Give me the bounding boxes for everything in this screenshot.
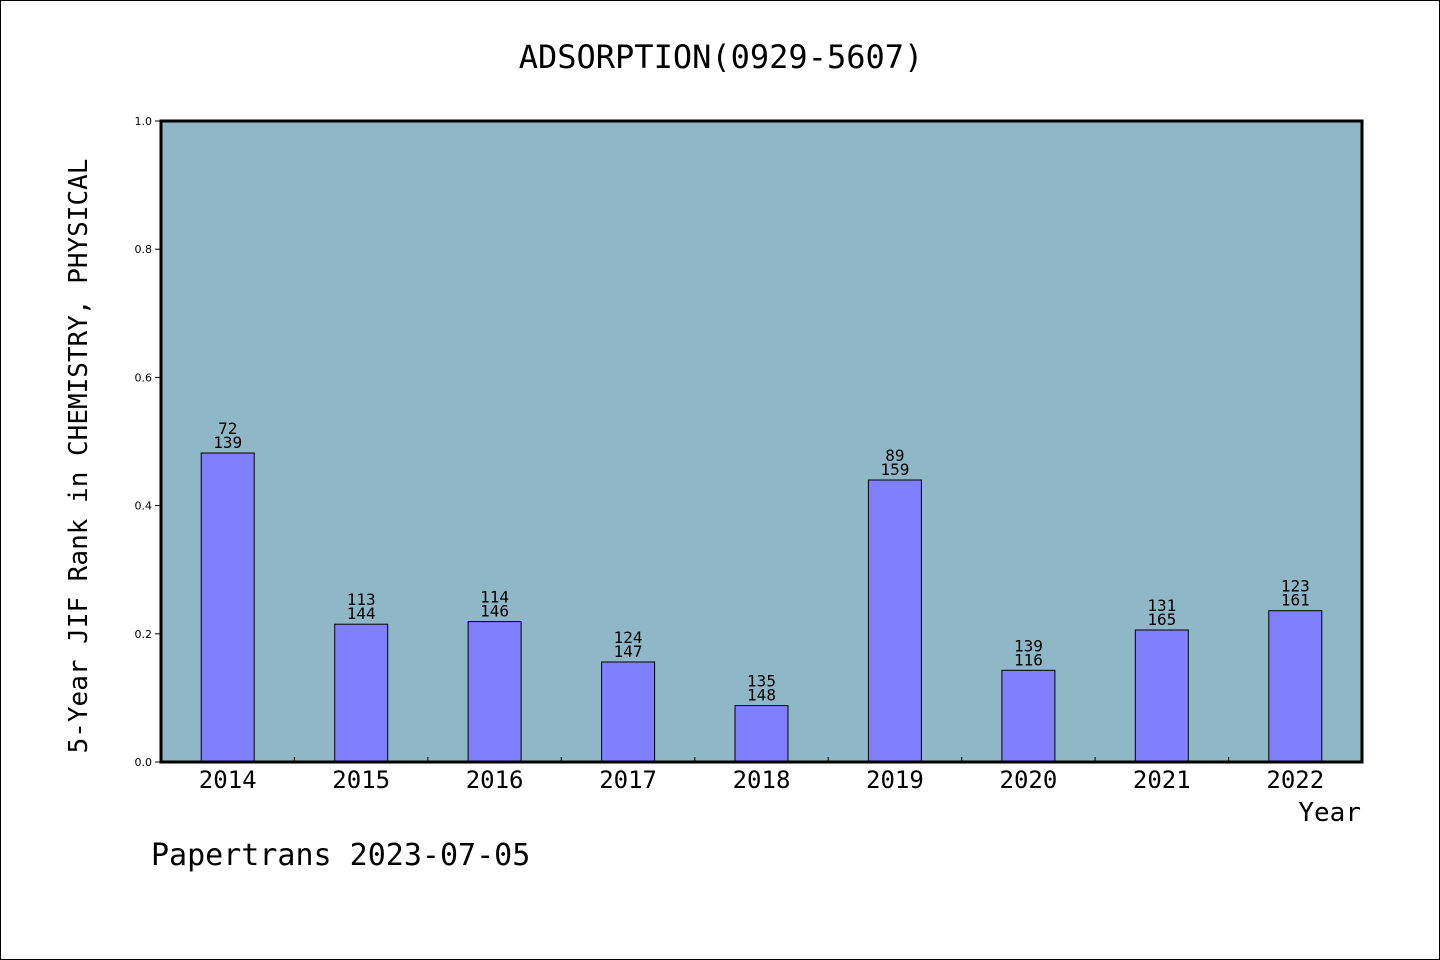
bar-label-top-2018: 135 — [747, 672, 776, 691]
bar-label-bottom-2015: 144 — [347, 604, 376, 623]
y-tick-label: 0.6 — [135, 371, 153, 384]
bar-label-top-2016: 114 — [480, 588, 509, 607]
y-axis: 0.0 0.2 0.4 0.6 0.8 1.0 — [135, 115, 161, 769]
bar-2021 — [1134, 629, 1189, 763]
bar-label-bottom-2016: 146 — [480, 602, 509, 621]
x-tick-label-2020: 2020 — [1000, 766, 1058, 794]
x-tick-label-2014: 2014 — [199, 766, 257, 794]
x-tick-label-2015: 2015 — [332, 766, 390, 794]
bar-2016 — [467, 621, 522, 763]
bar-label-top-2017: 124 — [614, 628, 643, 647]
bar-label-bottom-2019: 159 — [880, 460, 909, 479]
bar-label-bottom-2017: 147 — [614, 642, 643, 661]
bar-2019 — [867, 479, 922, 763]
bar-2018 — [734, 705, 789, 763]
bar-label-bottom-2018: 148 — [747, 686, 776, 705]
bar-2015 — [334, 623, 389, 763]
y-tick-label: 0.0 — [135, 756, 153, 769]
bar-label-top-2014: 72 — [218, 419, 237, 438]
x-axis-title: Year — [1298, 798, 1361, 828]
bar-label-bottom-2014: 139 — [213, 433, 242, 452]
x-axis: 2014 2015 2016 2017 2018 2019 2020 2021 2022 — [199, 757, 1324, 794]
plot-border — [159, 119, 1364, 764]
y-tick-label: 0.4 — [135, 500, 153, 513]
bar-label-top-2015: 113 — [347, 590, 376, 609]
bar-label-top-2020: 139 — [1014, 636, 1043, 655]
x-tick-label-2022: 2022 — [1266, 766, 1324, 794]
y-tick-label: 0.8 — [135, 243, 153, 256]
bar-2022 — [1268, 610, 1323, 763]
bars-group — [200, 452, 1323, 763]
x-tick-label-2017: 2017 — [599, 766, 657, 794]
y-axis-title: 5-Year JIF Rank in CHEMISTRY, PHYSICAL — [64, 159, 94, 754]
bar-label-top-2021: 131 — [1147, 596, 1176, 615]
bar-labels-group: 7213911314411414612414713514889159139116… — [213, 419, 1310, 705]
x-tick-label-2018: 2018 — [733, 766, 791, 794]
footer-text: Papertrans 2023-07-05 — [151, 838, 530, 873]
bar-2014 — [200, 452, 255, 763]
x-tick-label-2016: 2016 — [466, 766, 524, 794]
bar-label-bottom-2020: 116 — [1014, 650, 1043, 669]
bar-2020 — [1001, 669, 1056, 763]
bar-label-bottom-2022: 161 — [1281, 591, 1310, 610]
y-tick-label: 1.0 — [135, 115, 153, 128]
y-tick-label: 0.2 — [135, 628, 153, 641]
bar-2017 — [601, 661, 656, 763]
x-tick-label-2019: 2019 — [866, 766, 924, 794]
chart-title: ADSORPTION(0929-5607) — [519, 38, 924, 76]
bar-label-top-2022: 123 — [1281, 577, 1310, 596]
bar-label-top-2019: 89 — [885, 446, 904, 465]
x-tick-label-2021: 2021 — [1133, 766, 1191, 794]
bar-label-bottom-2021: 165 — [1147, 610, 1176, 629]
